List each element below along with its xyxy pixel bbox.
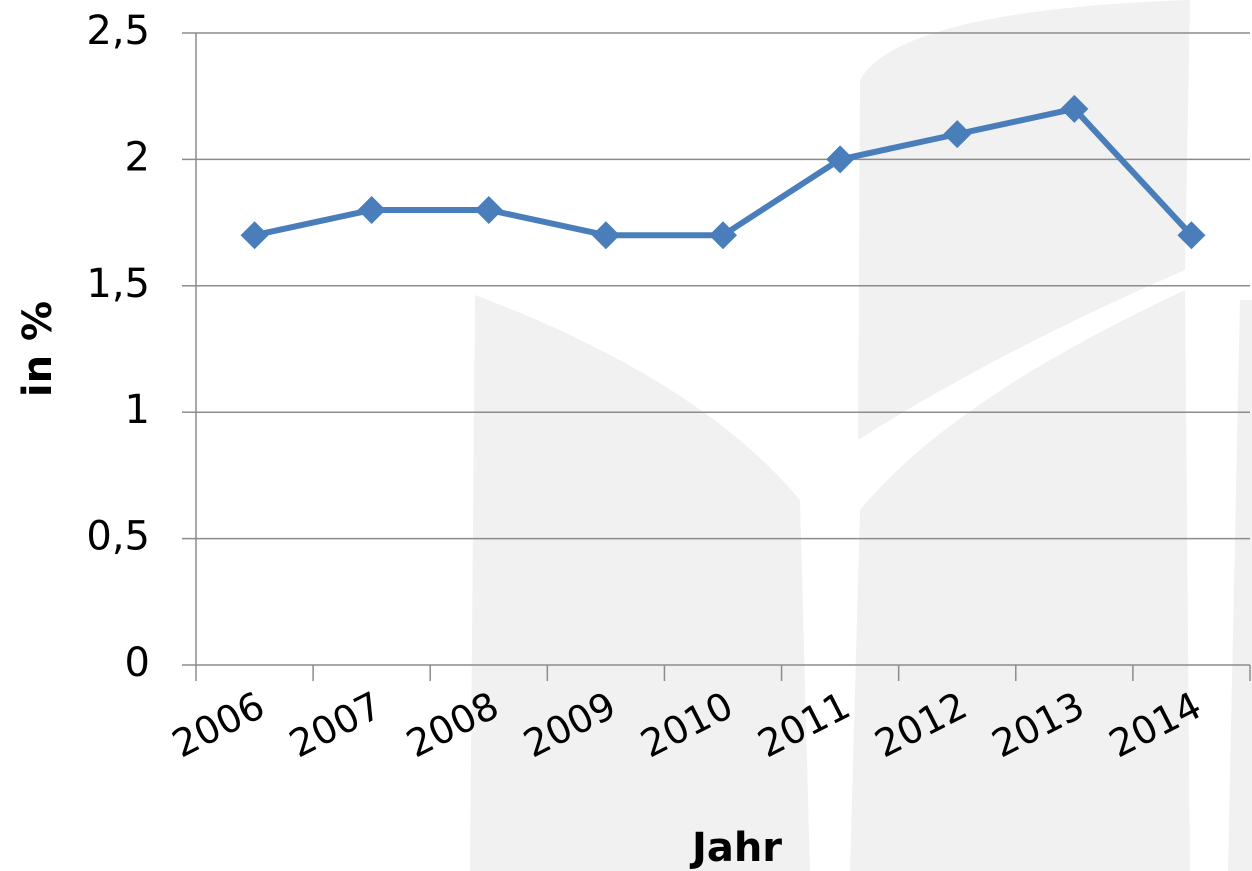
- y-tick-label: 2,5: [86, 8, 150, 54]
- y-tick-label: 1,5: [86, 261, 150, 307]
- data-point: [358, 196, 386, 224]
- y-tick-label: 1: [125, 387, 150, 433]
- chart: in % Jahr 00,511,522,5200620072008200920…: [0, 0, 1252, 871]
- x-tick-label: 2007: [282, 683, 388, 766]
- x-axis-label: Jahr: [689, 825, 782, 871]
- y-axis-label: in %: [15, 301, 61, 397]
- data-point: [475, 196, 503, 224]
- x-tick-label: 2006: [165, 683, 271, 766]
- y-tick-label: 2: [125, 134, 150, 180]
- y-tick-label: 0,5: [86, 514, 150, 560]
- data-point: [592, 221, 620, 249]
- data-point: [241, 221, 269, 249]
- y-tick-label: 0: [125, 640, 150, 686]
